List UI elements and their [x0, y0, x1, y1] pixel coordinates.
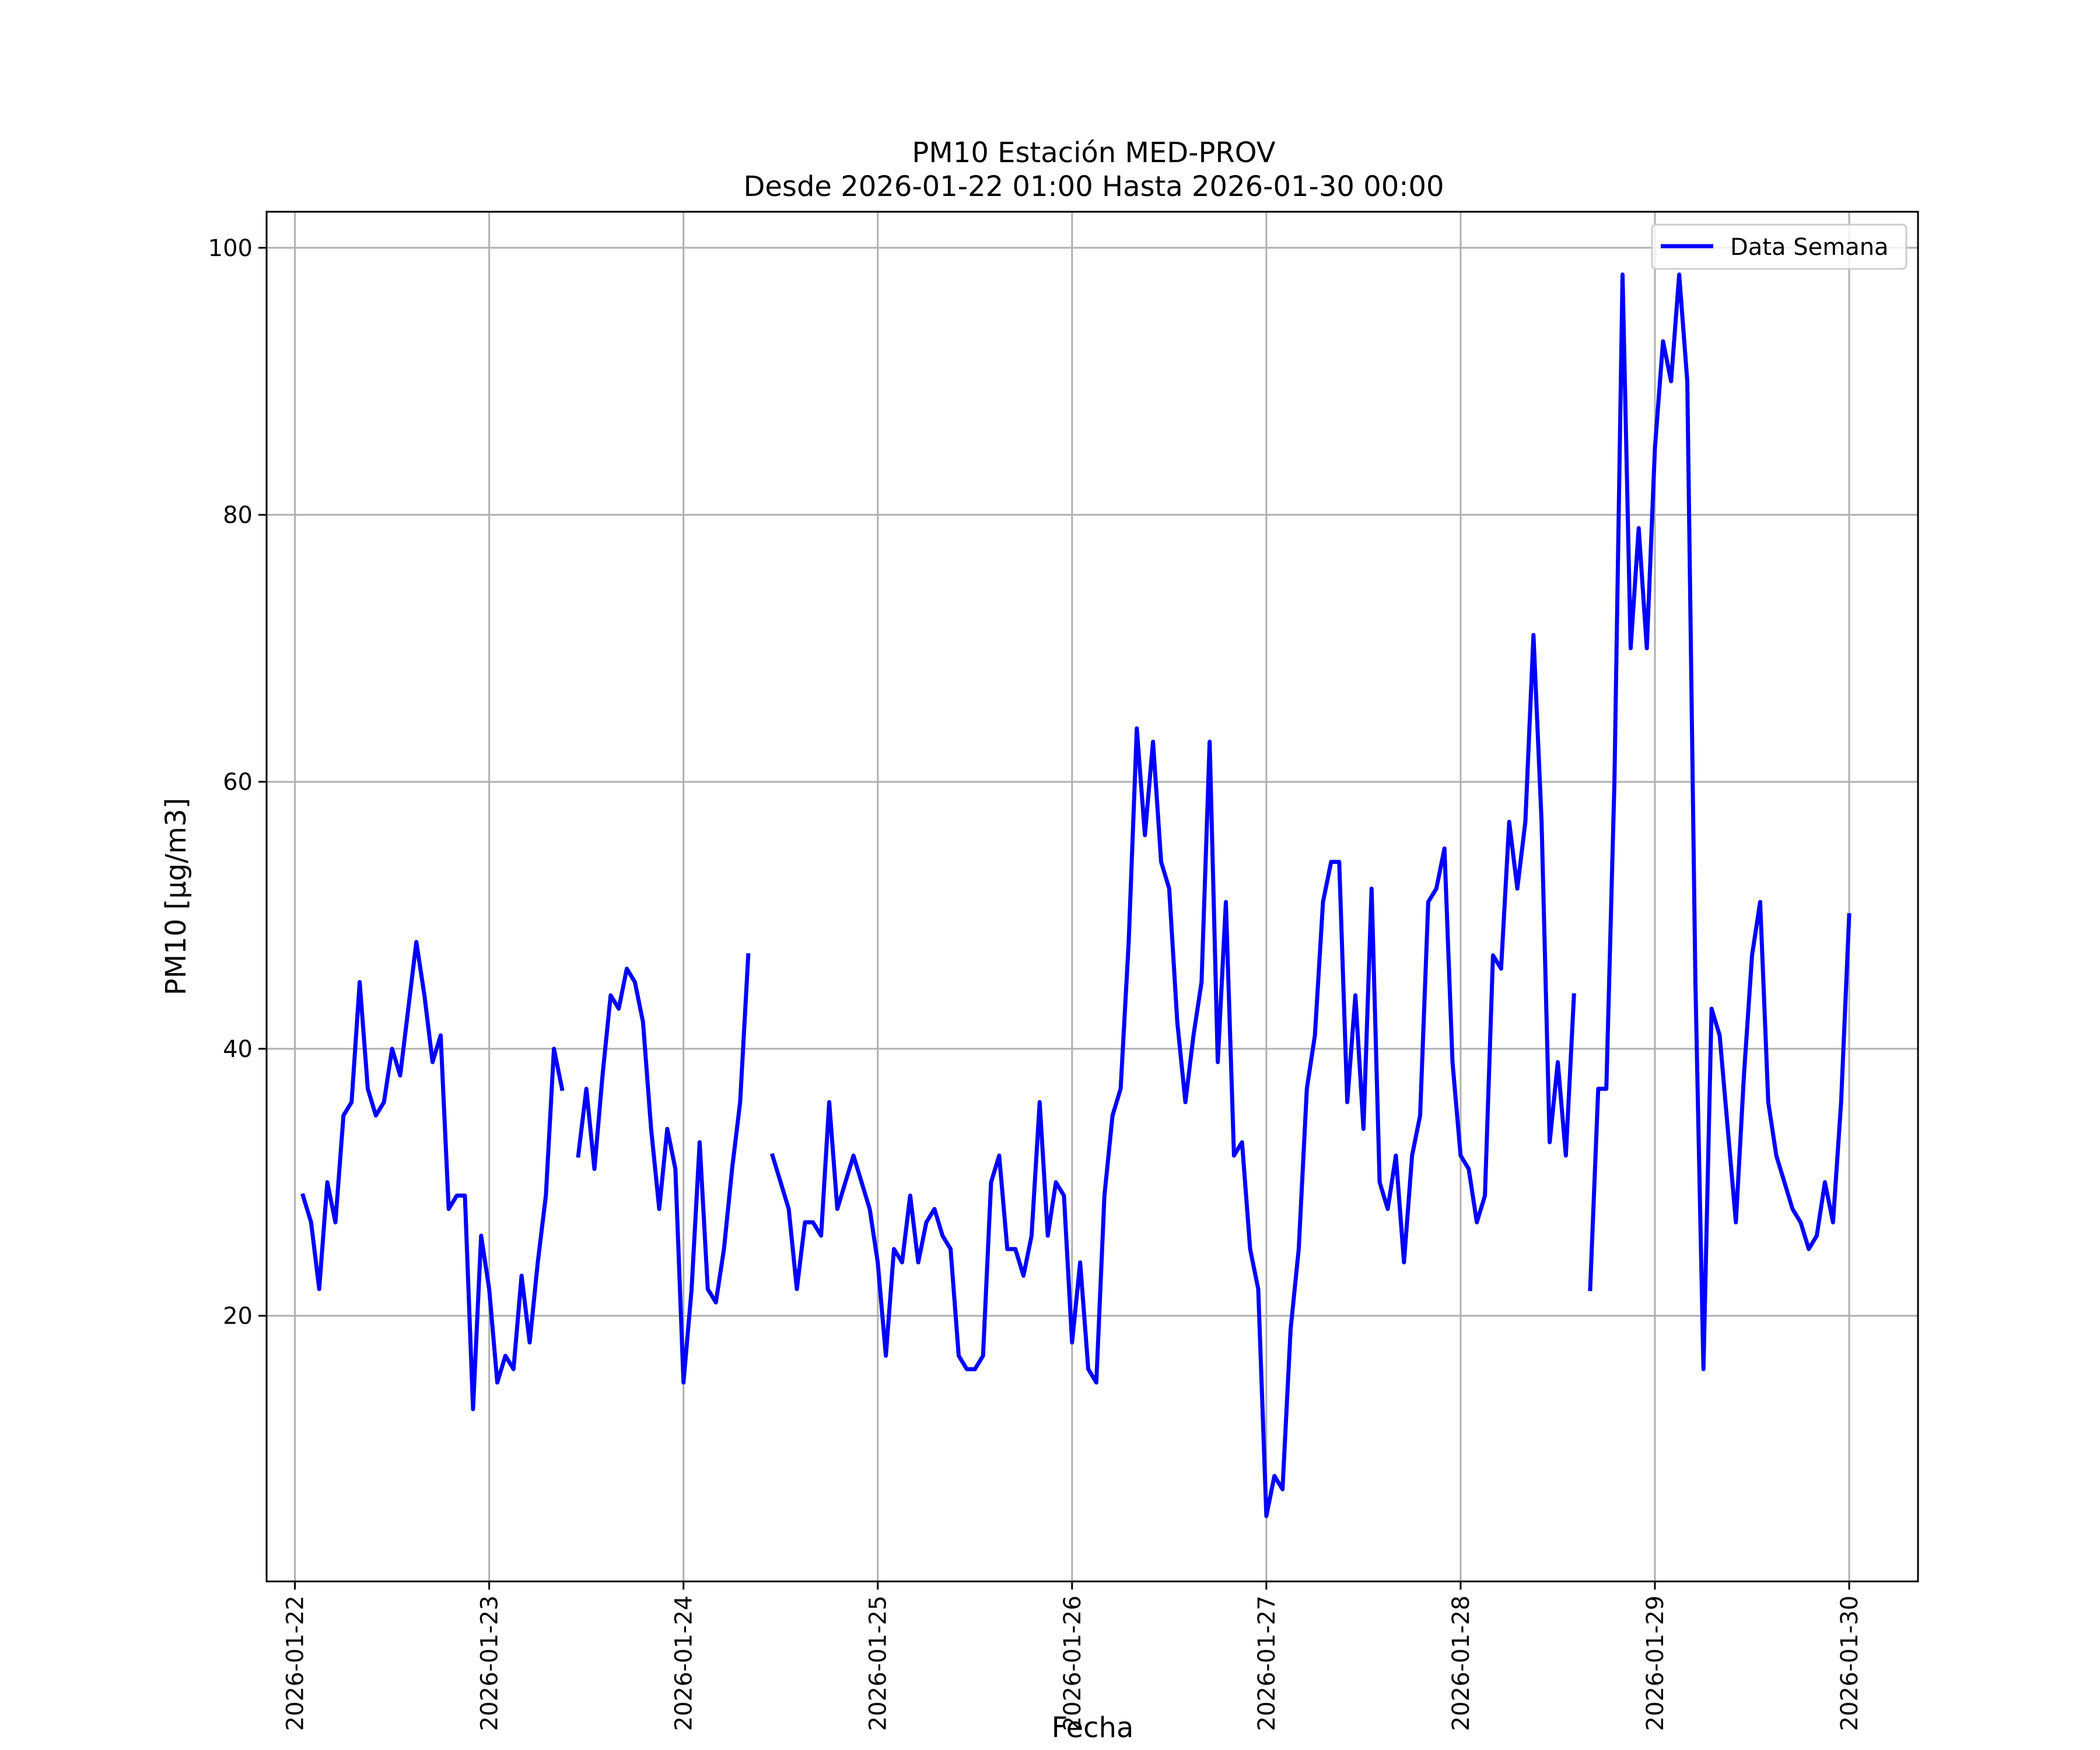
x-tick-label: 2026-01-22 [282, 1595, 309, 1731]
y-tick-label: 100 [208, 235, 253, 262]
x-tick-label: 2026-01-23 [477, 1595, 503, 1731]
series-line-segment [769, 633, 1576, 1518]
legend: Data Semana [1651, 223, 1908, 270]
x-tick-label: 2026-01-27 [1254, 1595, 1280, 1731]
legend-box [1651, 223, 1908, 270]
x-tick-label: 2026-01-24 [671, 1595, 698, 1731]
x-axis-label: Fecha [1052, 1712, 1134, 1744]
x-tick-label: 2026-01-29 [1642, 1595, 1669, 1731]
x-tick-label: 2026-01-26 [1059, 1595, 1086, 1731]
series-data-semana [300, 272, 1852, 1518]
plot-area-frame [265, 211, 1919, 1583]
series-line-segment [300, 940, 565, 1412]
y-axis-label: PM10 [μg/m3] [160, 798, 192, 996]
chart-title: PM10 Estación MED-PROV [912, 136, 1275, 169]
x-tick-label: 2026-01-25 [865, 1595, 892, 1731]
x-tick-label: 2026-01-30 [1836, 1595, 1863, 1731]
y-tick-label: 60 [223, 769, 253, 796]
series-line-segment [1588, 272, 1852, 1371]
chart-subtitle: Desde 2026-01-22 01:00 Hasta 2026-01-30 … [743, 170, 1444, 203]
x-tick-label: 2026-01-28 [1448, 1595, 1475, 1731]
y-tick-label: 80 [223, 502, 253, 528]
series-line-segment [576, 953, 751, 1385]
axis-ticks: 2026-01-22 2026-01-23 2026-01-24 2026-01-25… [208, 235, 1863, 1731]
legend-label: Data Semana [1730, 234, 1889, 261]
y-tick-label: 40 [223, 1036, 253, 1063]
y-tick-label: 20 [223, 1303, 253, 1330]
